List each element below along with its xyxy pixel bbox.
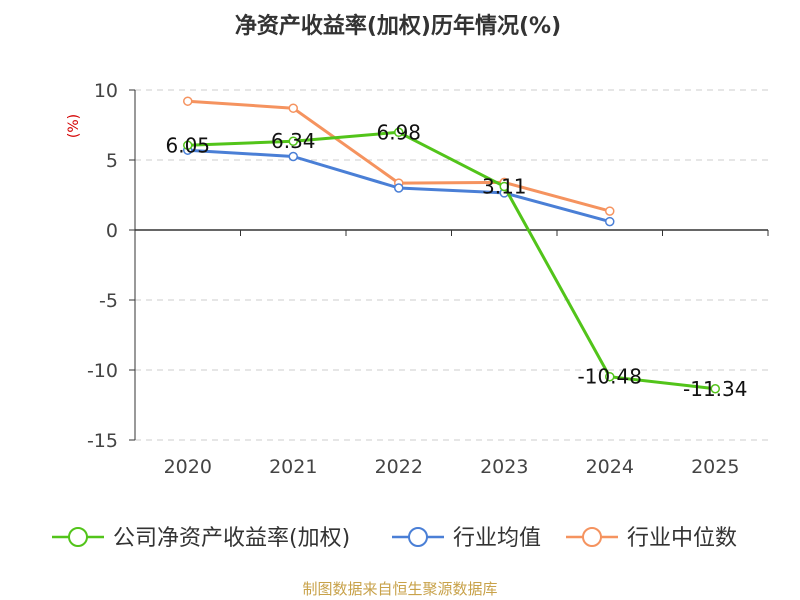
legend-label: 行业中位数 <box>627 526 737 551</box>
legend: 公司净资产收益率(加权) 行业均值 行业中位数 <box>52 526 737 551</box>
y-tick-label: -10 <box>87 360 118 382</box>
data-labels: 6.05 6.34 6.98 3.11 -10.48 -11.34 <box>165 120 747 400</box>
y-tick-label: 5 <box>106 150 118 172</box>
x-tick-label: 2020 <box>164 456 212 478</box>
y-tick-label: -5 <box>99 290 118 312</box>
series-point <box>499 181 509 192</box>
legend-marker <box>408 527 428 547</box>
series-point <box>183 96 193 106</box>
data-label: 3.11 <box>482 174 527 198</box>
series-point <box>394 183 404 193</box>
data-label: 6.34 <box>271 129 316 153</box>
x-tick-label: 2023 <box>480 456 528 478</box>
data-label: 6.05 <box>165 133 210 157</box>
x-tick-label: 2022 <box>375 456 423 478</box>
legend-marker <box>582 527 602 547</box>
series-point <box>605 371 615 382</box>
x-tick-label: 2021 <box>269 456 317 478</box>
data-label: -10.48 <box>578 365 642 389</box>
y-tick-label: -15 <box>87 430 118 452</box>
series-point <box>394 127 404 138</box>
axes: -15 -10 -5 0 5 10 2020 2021 2022 2023 2024 2025 <box>87 80 769 478</box>
source-note: 制图数据来自恒生聚源数据库 <box>302 580 497 598</box>
series-layer <box>183 96 720 394</box>
legend-label: 行业均值 <box>453 526 541 551</box>
series-line <box>187 130 716 391</box>
series-point <box>710 384 720 394</box>
y-tick-label: 10 <box>94 80 118 102</box>
legend-label: 公司净资产收益率(加权) <box>113 526 350 551</box>
series-point <box>183 140 193 151</box>
series-point <box>605 216 615 227</box>
series-point <box>288 151 298 162</box>
y-tick-label: 0 <box>106 220 118 242</box>
x-tick-label: 2025 <box>691 456 739 478</box>
data-label: -11.34 <box>683 377 747 401</box>
x-tick-label: 2024 <box>586 456 634 478</box>
series-line <box>187 99 611 213</box>
chart-title: 净资产收益率(加权)历年情况(%) <box>235 13 561 39</box>
y-axis-label: (%) <box>66 114 82 138</box>
series-point <box>288 103 298 113</box>
series-point <box>288 136 298 146</box>
data-label: 6.98 <box>376 120 421 144</box>
legend-marker <box>68 527 88 547</box>
series-point <box>605 206 615 216</box>
